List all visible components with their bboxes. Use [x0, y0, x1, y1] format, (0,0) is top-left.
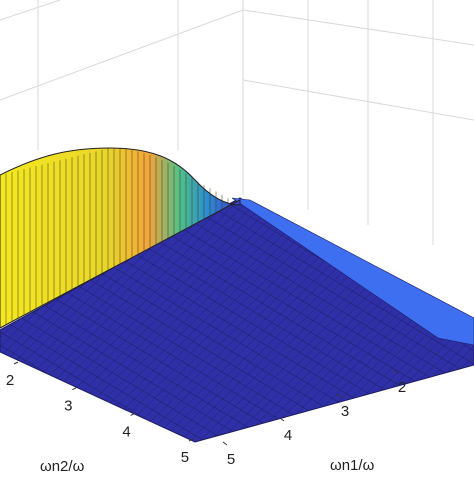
y-axis-label: ωn1/ω — [330, 457, 375, 474]
y-tick — [336, 393, 342, 398]
y-tick-label: 4 — [284, 427, 292, 444]
floor — [0, 197, 474, 443]
x-tick-label: 4 — [122, 423, 130, 440]
y-tick — [393, 369, 399, 374]
x-axis-label: ωn2/ω — [40, 458, 85, 474]
y-tick-label: 5 — [227, 451, 235, 468]
x-tick-label: 3 — [64, 398, 72, 415]
y-tick-label: 2 — [398, 379, 406, 396]
x-tick-label: 5 — [181, 449, 189, 466]
x-tick — [188, 438, 194, 442]
y-tick — [222, 441, 228, 446]
back-grid — [0, 0, 474, 245]
y-tick-label: 3 — [341, 403, 349, 420]
x-tick-label: 2 — [6, 372, 14, 389]
x-tick — [130, 412, 135, 416]
ridge — [231, 197, 474, 346]
wall-mesh — [5, 148, 235, 325]
x-tick — [13, 361, 19, 365]
x-tick — [72, 387, 77, 391]
y-tick — [279, 417, 285, 422]
